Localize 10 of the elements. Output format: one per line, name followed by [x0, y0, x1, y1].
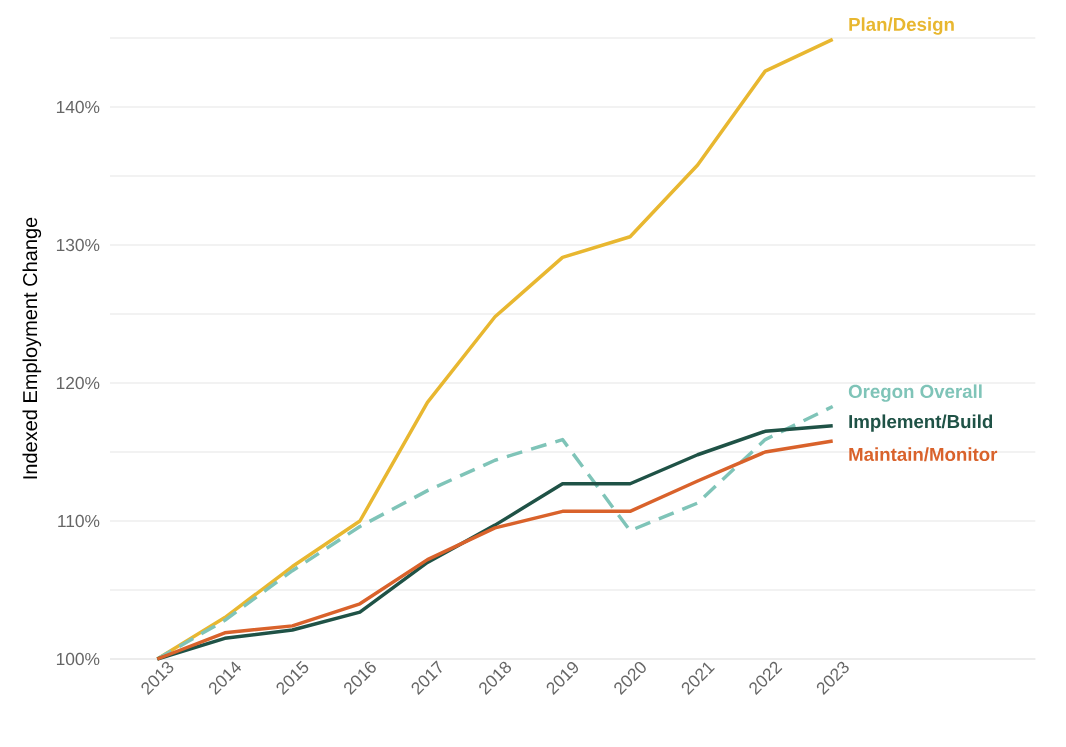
- y-tick-label: 130%: [56, 238, 100, 252]
- y-tick-label: 140%: [56, 100, 100, 114]
- y-tick-label: 120%: [56, 376, 100, 390]
- y-tick-label: 110%: [58, 514, 100, 528]
- series-label: Maintain/Monitor: [849, 447, 998, 462]
- series-label: Implement/Build: [849, 414, 993, 432]
- y-axis-title: Indexed Employment Change: [22, 217, 42, 479]
- series-label: Oregon Overall: [848, 384, 982, 402]
- series-label: Plan/Design: [849, 17, 954, 35]
- y-tick-label: 100%: [56, 652, 100, 666]
